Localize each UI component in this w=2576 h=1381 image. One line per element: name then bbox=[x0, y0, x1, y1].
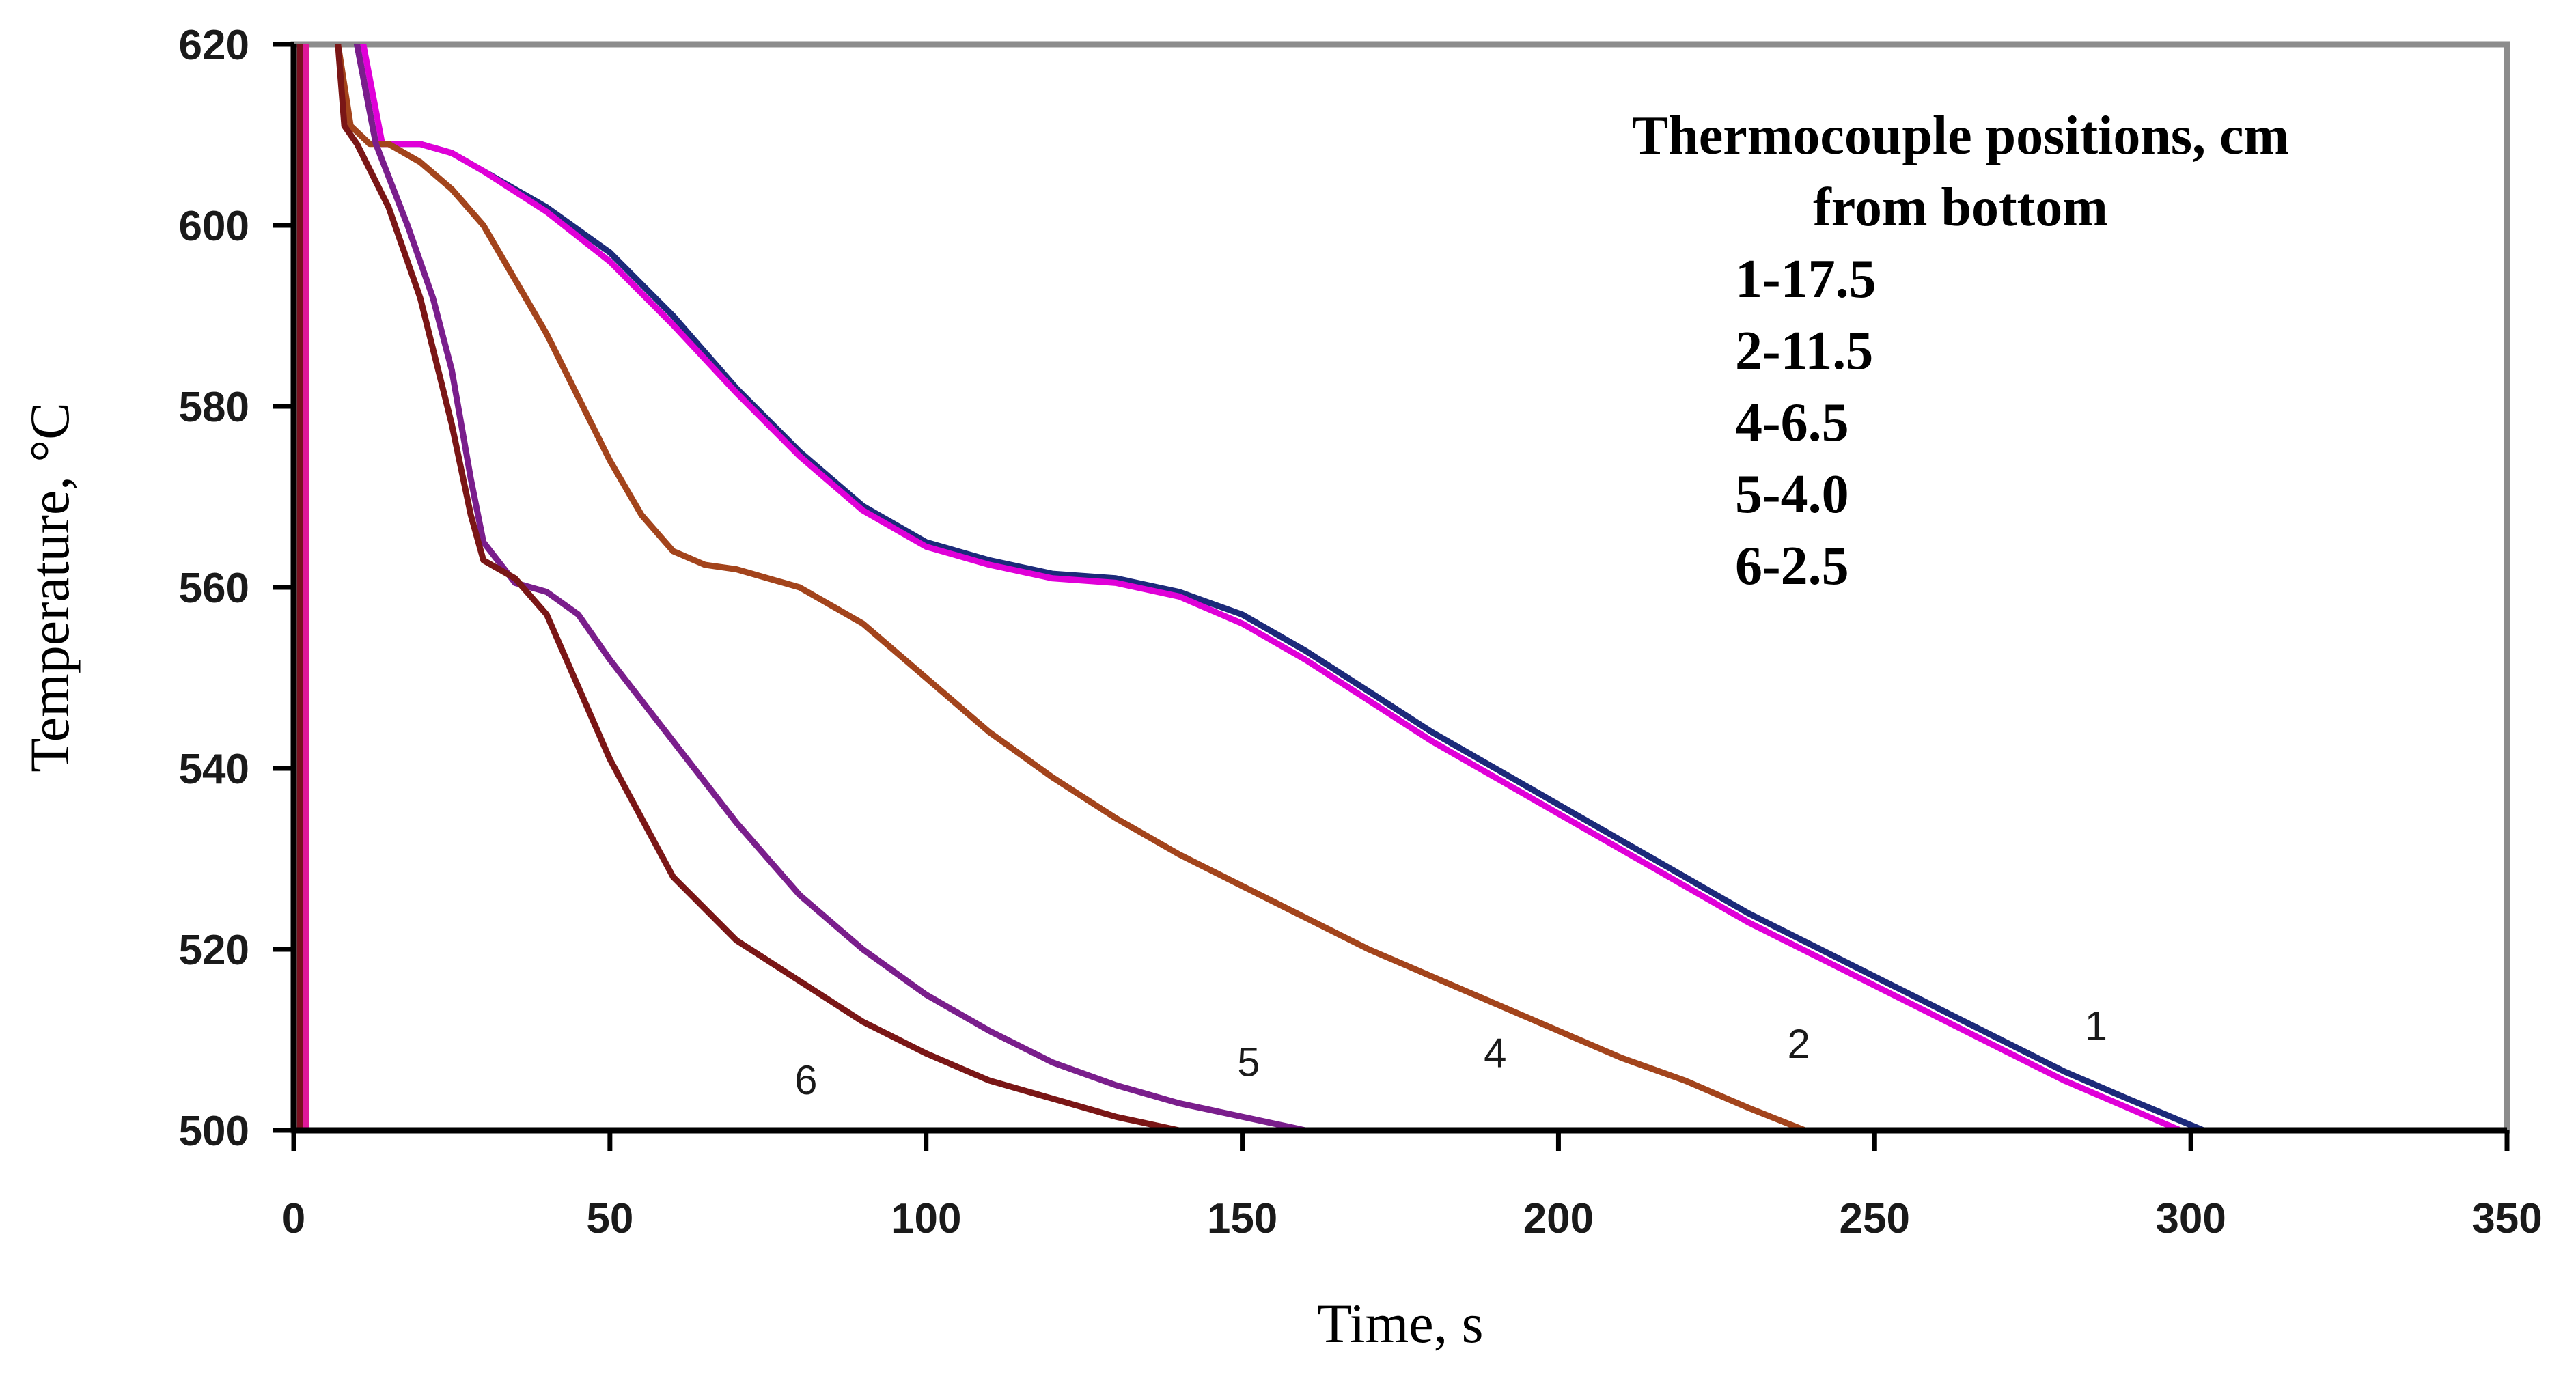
legend-entry-5: 5-4.0 bbox=[1735, 464, 1849, 525]
y-tick-label-620: 620 bbox=[179, 22, 249, 69]
x-tick-label-150: 150 bbox=[1207, 1195, 1277, 1242]
series-line-6 bbox=[335, 44, 1201, 1130]
legend-entry-1: 1-17.5 bbox=[1735, 249, 1876, 309]
series-line-4 bbox=[335, 44, 1808, 1130]
x-tick-label-300: 300 bbox=[2155, 1195, 2226, 1242]
x-tick-label-100: 100 bbox=[891, 1195, 961, 1242]
y-axis-title: Temperature, °C bbox=[18, 402, 81, 772]
x-axis-title: Time, s bbox=[1317, 1292, 1483, 1354]
legend-title-line1: Thermocouple positions, cm bbox=[1632, 106, 2289, 166]
x-tick-label-350: 350 bbox=[2471, 1195, 2542, 1242]
curve-label-4: 4 bbox=[1484, 1030, 1506, 1076]
legend-entry-2: 2-11.5 bbox=[1735, 321, 1873, 381]
x-tick-label-50: 50 bbox=[586, 1195, 633, 1242]
curve-label-6: 6 bbox=[794, 1057, 817, 1103]
series-line-1 bbox=[354, 44, 2207, 1130]
x-tick-label-250: 250 bbox=[1840, 1195, 1910, 1242]
legend-entry-6: 6-2.5 bbox=[1735, 536, 1849, 596]
y-tick-label-600: 600 bbox=[179, 203, 249, 250]
y-tick-label-560: 560 bbox=[179, 565, 249, 612]
plot-area bbox=[290, 41, 2510, 1134]
x-tick-label-0: 0 bbox=[282, 1195, 305, 1242]
series-line-2 bbox=[360, 44, 2189, 1130]
curve-label-2: 2 bbox=[1788, 1021, 1810, 1067]
y-tick-label-580: 580 bbox=[179, 384, 249, 431]
legend-entry-4: 4-6.5 bbox=[1735, 393, 1849, 453]
series-line-5 bbox=[354, 44, 1309, 1130]
x-tick-label-200: 200 bbox=[1523, 1195, 1594, 1242]
curve-label-5: 5 bbox=[1237, 1040, 1260, 1085]
legend: Thermocouple positions, cm from bottom 1… bbox=[1632, 106, 2289, 596]
curve-label-1: 1 bbox=[2085, 1003, 2107, 1049]
legend-title-line2: from bottom bbox=[1813, 178, 2108, 238]
y-tick-label-500: 500 bbox=[179, 1108, 249, 1155]
y-tick-label-520: 520 bbox=[179, 927, 249, 974]
y-tick-label-540: 540 bbox=[179, 746, 249, 793]
